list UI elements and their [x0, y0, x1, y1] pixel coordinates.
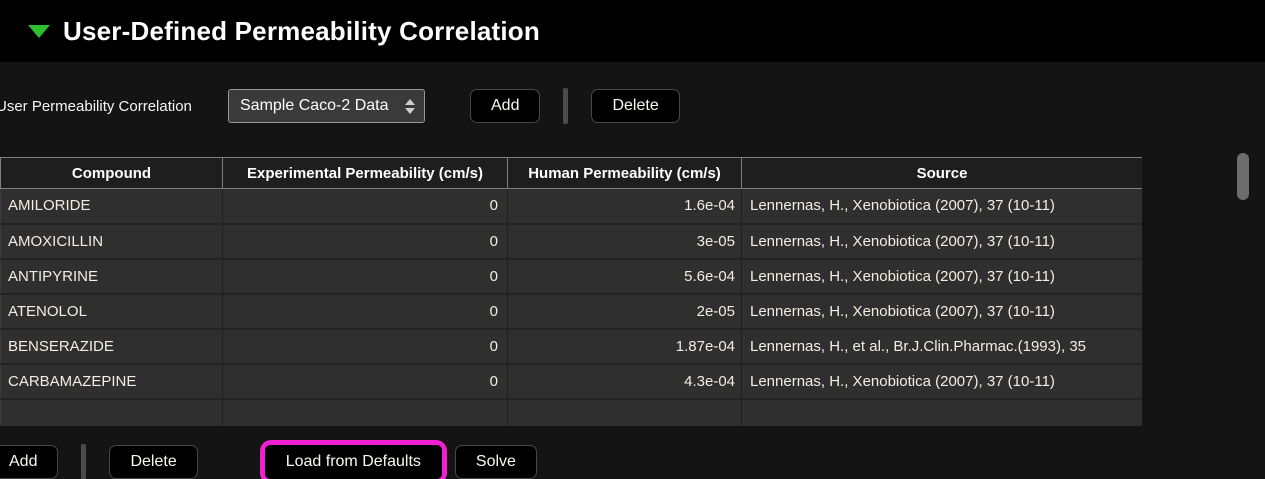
cell-experimental-permeability[interactable]: 0: [222, 258, 508, 295]
cell-experimental-permeability[interactable]: 0: [222, 293, 508, 330]
delete-correlation-button[interactable]: Delete: [591, 89, 680, 123]
cell-source[interactable]: Lennernas, H., Xenobiotica (2007), 37 (1…: [741, 363, 1142, 400]
cell-human-permeability[interactable]: 3e-05: [507, 223, 742, 260]
button-separator: [81, 444, 87, 479]
button-separator: [563, 88, 569, 124]
cell-human-permeability[interactable]: 1.87e-04: [507, 328, 742, 365]
cell-source[interactable]: Lennernas, H., Xenobiotica (2007), 37 (1…: [741, 258, 1142, 295]
cell-experimental-permeability[interactable]: 0: [222, 223, 508, 260]
section-titlebar: User-Defined Permeability Correlation: [0, 0, 1265, 62]
permeability-table: Compound Experimental Permeability (cm/s…: [0, 157, 1142, 426]
cell-compound[interactable]: BENSERAZIDE: [0, 328, 223, 365]
highlight-ring: Load from Defaults: [259, 440, 447, 479]
cell-experimental-permeability[interactable]: 0: [222, 188, 508, 225]
cell-compound[interactable]: AMILORIDE: [0, 188, 223, 225]
table-row: AMOXICILLIN 0 3e-05 Lennernas, H., Xenob…: [0, 223, 1142, 260]
user-permeability-correlation-select[interactable]: Sample Caco-2 Data: [228, 89, 425, 123]
table-row: AMILORIDE 0 1.6e-04 Lennernas, H., Xenob…: [0, 188, 1142, 225]
load-from-defaults-button[interactable]: Load from Defaults: [264, 445, 442, 479]
cell-human-permeability[interactable]: 1.6e-04: [507, 188, 742, 225]
column-header-source: Source: [741, 157, 1142, 189]
cell-compound[interactable]: CARBAMAZEPINE: [0, 363, 223, 400]
cell-source[interactable]: Lennernas, H., Xenobiotica (2007), 37 (1…: [741, 223, 1142, 260]
dropdown-selected-value: Sample Caco-2 Data: [240, 97, 389, 114]
cell-compound[interactable]: AMOXICILLIN: [0, 223, 223, 260]
cell-source[interactable]: Lennernas, H., et al., Br.J.Clin.Pharmac…: [741, 328, 1142, 365]
cell-experimental-permeability[interactable]: 0: [222, 363, 508, 400]
cell-human-permeability[interactable]: 2e-05: [507, 293, 742, 330]
table-row: CARBAMAZEPINE 0 4.3e-04 Lennernas, H., X…: [0, 363, 1142, 400]
page-title: User-Defined Permeability Correlation: [63, 15, 540, 46]
cell-source[interactable]: Lennernas, H., Xenobiotica (2007), 37 (1…: [741, 293, 1142, 330]
vertical-scrollbar-thumb[interactable]: [1237, 153, 1249, 200]
cell-compound[interactable]: ATENOLOL: [0, 293, 223, 330]
table-row-partial: [0, 398, 1142, 426]
column-header-compound: Compound: [0, 157, 223, 189]
table-header-row: Compound Experimental Permeability (cm/s…: [0, 157, 1142, 189]
table-row: ANTIPYRINE 0 5.6e-04 Lennernas, H., Xeno…: [0, 258, 1142, 295]
cell-experimental-permeability[interactable]: 0: [222, 328, 508, 365]
dropdown-spinner-icon: [405, 98, 415, 114]
delete-row-button[interactable]: Delete: [109, 445, 198, 479]
cell-compound[interactable]: ANTIPYRINE: [0, 258, 223, 295]
add-row-button[interactable]: Add: [0, 445, 59, 479]
table-row: BENSERAZIDE 0 1.87e-04 Lennernas, H., et…: [0, 328, 1142, 365]
correlation-select-label: User Permeability Correlation: [0, 97, 192, 115]
table-row: ATENOLOL 0 2e-05 Lennernas, H., Xenobiot…: [0, 293, 1142, 330]
column-header-experimental: Experimental Permeability (cm/s): [222, 157, 508, 189]
collapse-triangle-icon[interactable]: [28, 24, 50, 38]
correlation-controls: User Permeability Correlation Sample Cac…: [0, 88, 680, 124]
add-correlation-button[interactable]: Add: [470, 89, 541, 123]
cell-source[interactable]: Lennernas, H., Xenobiotica (2007), 37 (1…: [741, 188, 1142, 225]
cell-human-permeability[interactable]: 5.6e-04: [507, 258, 742, 295]
solve-button[interactable]: Solve: [454, 445, 537, 479]
column-header-human: Human Permeability (cm/s): [507, 157, 742, 189]
table-action-bar: Add Delete Load from Defaults Solve: [0, 440, 537, 479]
cell-human-permeability[interactable]: 4.3e-04: [507, 363, 742, 400]
